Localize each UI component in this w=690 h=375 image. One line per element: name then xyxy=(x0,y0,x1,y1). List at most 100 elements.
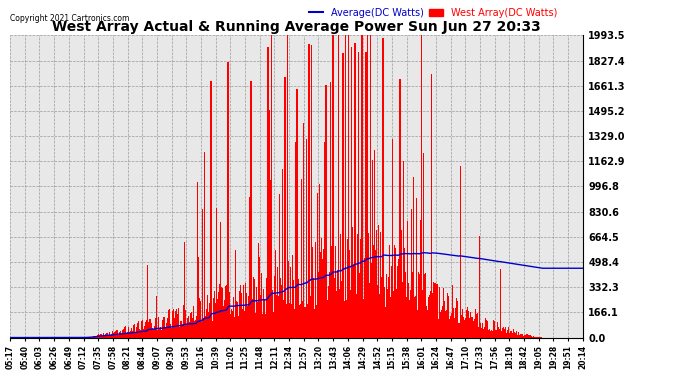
Bar xyxy=(378,225,379,338)
Bar xyxy=(368,233,369,338)
Bar xyxy=(377,285,378,338)
Bar xyxy=(211,81,212,338)
Bar xyxy=(358,52,359,338)
Bar xyxy=(295,142,297,338)
Bar xyxy=(488,330,489,338)
Bar xyxy=(451,312,453,338)
Bar xyxy=(382,38,383,338)
Bar xyxy=(366,52,367,338)
Bar xyxy=(464,318,466,338)
Bar xyxy=(507,330,508,338)
Bar xyxy=(448,297,449,338)
Bar xyxy=(254,279,255,338)
Bar xyxy=(133,325,135,338)
Bar xyxy=(383,38,384,338)
Bar xyxy=(224,300,225,338)
Bar xyxy=(326,300,328,338)
Bar xyxy=(360,240,361,338)
Bar xyxy=(255,313,256,338)
Bar xyxy=(518,332,519,338)
Bar xyxy=(185,310,186,338)
Bar xyxy=(168,309,170,338)
Bar xyxy=(275,250,276,338)
Bar xyxy=(220,222,221,338)
Bar xyxy=(489,329,490,338)
Bar xyxy=(237,302,238,338)
Bar xyxy=(248,296,249,338)
Bar xyxy=(240,285,241,338)
Bar xyxy=(533,336,534,338)
Bar xyxy=(362,35,363,338)
Bar xyxy=(469,318,470,338)
Bar xyxy=(330,82,331,338)
Bar xyxy=(276,295,277,338)
Bar xyxy=(494,321,495,338)
Bar xyxy=(106,333,107,338)
Bar xyxy=(267,46,268,338)
Bar xyxy=(251,81,252,338)
Bar xyxy=(99,335,100,338)
Bar xyxy=(210,81,211,338)
Bar xyxy=(519,335,520,338)
Bar xyxy=(246,293,247,338)
Bar xyxy=(514,332,515,338)
Bar xyxy=(521,334,522,338)
Bar xyxy=(444,302,446,338)
Bar xyxy=(397,266,398,338)
Bar xyxy=(423,153,424,338)
Bar xyxy=(137,323,139,338)
Bar xyxy=(438,319,440,338)
Bar xyxy=(242,309,243,338)
Bar xyxy=(208,312,209,338)
Bar xyxy=(139,329,141,338)
Bar xyxy=(141,321,142,338)
Bar xyxy=(503,327,504,338)
Bar xyxy=(376,230,377,338)
Bar xyxy=(332,35,333,338)
Bar xyxy=(475,314,477,338)
Bar xyxy=(164,317,165,338)
Bar xyxy=(252,298,253,338)
Bar xyxy=(407,221,408,338)
Bar xyxy=(460,315,462,338)
Bar xyxy=(411,209,412,338)
Bar xyxy=(192,318,193,338)
Bar xyxy=(403,161,404,338)
Bar xyxy=(342,53,343,338)
Bar xyxy=(310,45,312,338)
Bar xyxy=(132,332,133,338)
Bar xyxy=(270,180,271,338)
Bar xyxy=(482,323,483,338)
Bar xyxy=(504,329,505,338)
Bar xyxy=(231,309,232,338)
Bar xyxy=(152,330,153,338)
Bar xyxy=(176,309,177,338)
Bar xyxy=(174,318,175,338)
Bar xyxy=(183,305,184,338)
Bar xyxy=(215,303,216,338)
Bar xyxy=(105,334,106,338)
Bar xyxy=(144,326,146,338)
Bar xyxy=(317,272,319,338)
Bar xyxy=(367,35,368,338)
Bar xyxy=(384,287,385,338)
Bar xyxy=(530,335,531,338)
Bar xyxy=(278,296,279,338)
Bar xyxy=(256,287,257,338)
Bar xyxy=(509,333,510,338)
Bar xyxy=(207,295,208,338)
Bar xyxy=(119,332,120,338)
Bar xyxy=(328,272,330,338)
Bar xyxy=(477,327,479,338)
Bar xyxy=(322,259,323,338)
Bar xyxy=(223,306,224,338)
Bar xyxy=(188,316,189,338)
Bar xyxy=(199,298,200,338)
Bar xyxy=(111,333,112,338)
Bar xyxy=(217,300,218,338)
Bar xyxy=(429,295,431,338)
Bar xyxy=(372,160,373,338)
Bar xyxy=(308,44,310,338)
Bar xyxy=(250,81,251,338)
Bar xyxy=(120,331,121,338)
